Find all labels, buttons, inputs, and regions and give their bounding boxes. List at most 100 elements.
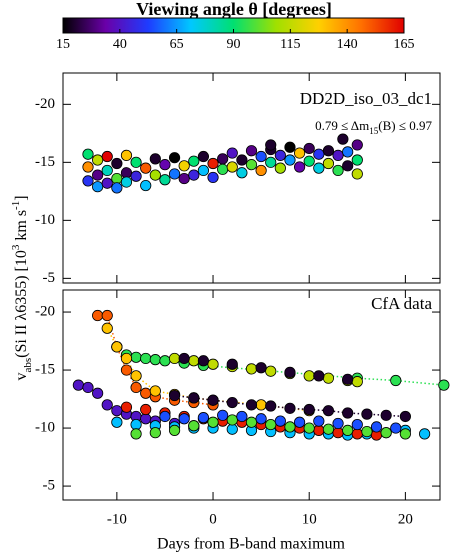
data-point	[92, 309, 104, 322]
data-point	[207, 394, 219, 406]
data-point	[140, 413, 152, 425]
data-point	[111, 416, 123, 428]
data-point	[101, 164, 113, 177]
data-point	[284, 421, 296, 433]
annotation: CfA data	[371, 294, 432, 313]
data-point	[120, 352, 133, 365]
data-point	[140, 403, 152, 416]
data-point	[351, 428, 363, 440]
y-label-part: abs	[22, 358, 34, 373]
data-point	[351, 154, 363, 166]
data-point	[390, 374, 402, 387]
data-point	[255, 399, 267, 411]
data-point	[303, 370, 315, 382]
data-point	[140, 387, 152, 399]
annotation: 0.79 ≤ Δm15(B) ≤ 0.97	[315, 118, 432, 136]
data-point	[207, 416, 219, 428]
data-point	[399, 428, 411, 440]
data-point	[168, 389, 181, 402]
data-point	[265, 418, 277, 431]
y-tick-label: -15	[35, 361, 55, 377]
x-tick-label: 10	[302, 511, 317, 527]
data-point	[140, 352, 152, 365]
data-point	[322, 423, 335, 435]
data-point	[82, 175, 94, 187]
data-point	[130, 381, 142, 394]
data-point	[111, 405, 123, 417]
colorbar-tick-label: 115	[280, 37, 300, 52]
plot-frame	[62, 289, 441, 501]
data-point	[332, 417, 344, 430]
data-point	[342, 160, 354, 172]
data-point	[303, 155, 315, 167]
data-point	[101, 309, 113, 322]
data-point	[168, 152, 181, 164]
plot-frame	[62, 72, 441, 284]
data-point	[111, 182, 123, 194]
data-point	[274, 149, 286, 161]
data-point	[313, 162, 325, 174]
data-point	[390, 422, 402, 434]
data-point	[168, 424, 181, 436]
data-point	[217, 163, 229, 175]
colorbar-tick-label: 15	[56, 37, 70, 52]
data-point	[255, 150, 267, 163]
data-point	[284, 402, 296, 414]
y-tick-label: -20	[35, 303, 55, 319]
annotation-part: (B) ≤ 0.97	[378, 118, 432, 133]
data-point	[226, 396, 238, 409]
data-point	[342, 373, 354, 385]
x-tick-label: 0	[209, 511, 217, 527]
data-point	[101, 177, 113, 189]
data-point	[92, 169, 104, 181]
y-tick-label: -5	[43, 478, 56, 494]
data-point	[245, 363, 258, 375]
data-point	[245, 145, 258, 157]
data-point	[101, 399, 113, 411]
data-point	[322, 157, 335, 170]
y-label-part: v	[13, 373, 30, 381]
data-point	[120, 176, 133, 188]
data-point	[226, 161, 238, 173]
data-point	[188, 392, 200, 404]
data-point	[72, 379, 84, 391]
data-point	[337, 133, 349, 145]
data-point	[332, 164, 344, 177]
data-point	[313, 415, 325, 427]
data-point	[120, 149, 133, 161]
data-point	[159, 355, 171, 367]
data-point	[188, 420, 200, 432]
data-point	[82, 161, 94, 173]
data-point	[82, 148, 94, 160]
data-point	[120, 401, 133, 413]
data-point	[274, 162, 286, 174]
data-point	[197, 355, 210, 367]
x-tick-label: 20	[398, 511, 413, 527]
data-point	[92, 181, 104, 193]
data-point	[168, 352, 181, 365]
data-point	[322, 145, 335, 157]
y-tick-label: -10	[35, 420, 55, 436]
data-point	[313, 148, 325, 160]
colorbar-tick-label: 90	[227, 37, 241, 52]
data-point	[149, 354, 161, 366]
data-point	[342, 407, 354, 419]
data-point	[293, 161, 306, 173]
data-point	[159, 174, 171, 186]
data-point	[197, 150, 210, 163]
data-point	[149, 427, 161, 439]
data-point	[226, 147, 238, 159]
data-point	[130, 428, 142, 440]
data-point	[178, 352, 190, 365]
y-axis-label: vabs(Si II λ6355) [103 km s-1]	[10, 195, 34, 380]
data-point	[226, 423, 238, 435]
data-point	[265, 365, 277, 377]
annotation: DD2D_iso_03_dc1	[300, 89, 432, 108]
data-point	[255, 413, 267, 425]
track-line	[97, 314, 214, 406]
data-point	[380, 409, 392, 421]
y-tick-label: -20	[35, 96, 55, 112]
data-point	[130, 156, 142, 168]
data-point	[351, 139, 363, 151]
data-point	[265, 400, 277, 412]
